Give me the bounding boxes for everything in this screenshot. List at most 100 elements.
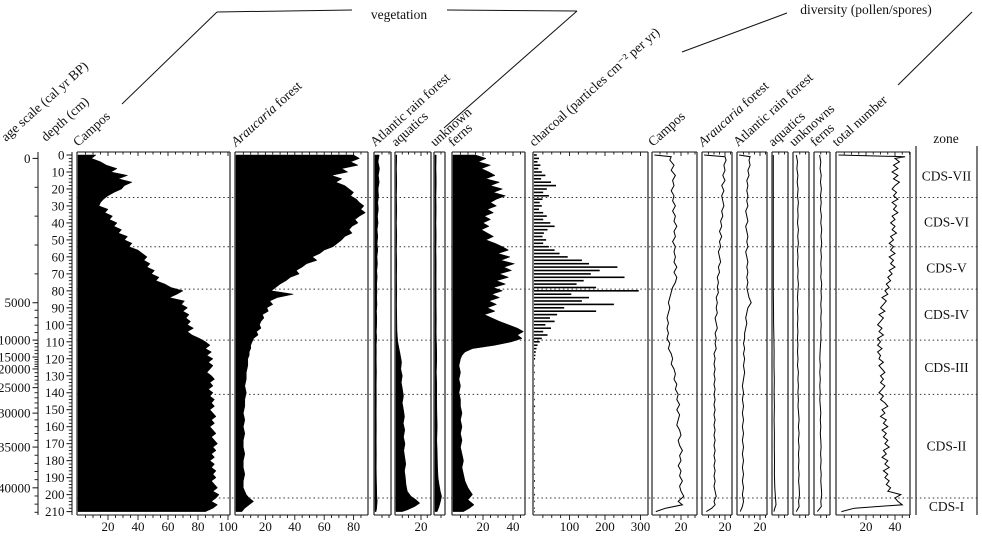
charcoal-bar (534, 252, 560, 255)
panel-tick-label: 20 (719, 519, 732, 534)
charcoal-bar (534, 432, 535, 435)
charcoal-bar (534, 347, 537, 350)
zone-label: CDS-VI (924, 215, 970, 230)
vegetation-group-label: vegetation (371, 7, 427, 22)
depth-tick-label: 190 (45, 470, 65, 485)
depth-tick-label: 50 (52, 232, 65, 247)
charcoal-bar (534, 290, 639, 292)
depth-tick-label: 80 (52, 283, 65, 298)
charcoal-bar (534, 446, 535, 448)
charcoal-bar (534, 198, 543, 200)
charcoal-bar (534, 235, 543, 238)
panel-tick-label: 80 (192, 519, 205, 534)
vegetation-bracket-left-diagonal (121, 11, 218, 105)
charcoal-bar (534, 344, 538, 346)
charcoal-bar (534, 334, 548, 336)
panel-tick-label: 100 (560, 519, 580, 534)
depth-tick-label: 170 (45, 436, 65, 451)
panel-tick-label: 20 (259, 519, 272, 534)
charcoal-bar (534, 266, 618, 268)
panel-tick-label: 40 (132, 519, 145, 534)
depth-tick-label: 70 (52, 266, 65, 281)
depth-tick-label: 180 (45, 453, 65, 468)
zone-label: CDS-V (926, 260, 967, 275)
charcoal-bar (534, 164, 541, 166)
charcoal-bar (534, 276, 625, 279)
panel-charcoal: 100 200 300 charcoal (particles cm⁻² per yr… (526, 24, 662, 534)
diversity-bracket-left-diagonal (681, 12, 788, 53)
charcoal-bar (534, 201, 540, 204)
vegetation-bracket-right-diagonal (443, 10, 578, 129)
charcoal-bar (534, 473, 535, 475)
panel-tick-label: 200 (595, 519, 615, 534)
panel-tick-label: 60 (318, 519, 331, 534)
charcoal-bar (534, 313, 558, 316)
zone-column: zone CDS-VII CDS-VI CDS-V CDS-IV CDS-III CDS-I… (915, 131, 978, 515)
depth-tick-label: 60 (52, 249, 65, 264)
charcoal-bar (534, 500, 535, 503)
charcoal-bar (534, 303, 614, 306)
charcoal-bar (534, 351, 536, 353)
charcoal-bar (534, 510, 535, 513)
charcoal-bar (534, 256, 568, 258)
panel-veg-araucaria: 20 40 60 80 Araucaria forest (227, 78, 369, 534)
panel-tick-label: 100 (218, 519, 238, 534)
charcoal-bar (534, 286, 597, 289)
charcoal-bar (534, 167, 539, 170)
age-tick-label: 30000 (0, 406, 31, 421)
depth-tick-label: 140 (45, 385, 65, 400)
panel-tick-label: 40 (507, 519, 520, 534)
panel-tick-label: 40 (288, 519, 301, 534)
panel-div-total: 20 40 total number (829, 92, 911, 534)
charcoal-bar (534, 307, 565, 309)
veg-campos-silhouette (77, 154, 220, 512)
veg-unknown-silhouette (434, 154, 442, 512)
panel-tick-label: 20 (860, 519, 873, 534)
panel-tick-label: 20 (754, 519, 767, 534)
veg-aquatics-silhouette (395, 154, 421, 512)
depth-tick-label: 40 (52, 215, 65, 230)
age-tick-label: 5000 (5, 295, 31, 310)
charcoal-bar (534, 208, 539, 211)
zone-header: zone (933, 131, 958, 146)
charcoal-bar (534, 259, 582, 262)
panel-tick-label: 20 (675, 519, 688, 534)
depth-tick-label: 100 (45, 317, 65, 332)
charcoal-bar (534, 249, 555, 251)
div-unknowns-curve (795, 154, 801, 512)
charcoal-bar (534, 364, 535, 367)
charcoal-bar (534, 507, 535, 509)
age-tick-label: 0 (24, 151, 31, 166)
charcoal-bar (534, 398, 535, 401)
panel-tick-label: 20 (102, 519, 115, 534)
charcoal-bar (534, 211, 544, 214)
charcoal-bar (534, 174, 546, 177)
charcoal-bar (534, 283, 577, 285)
diversity-group-label: diversity (pollen/spores) (800, 2, 932, 17)
div-araucaria-curve (704, 154, 727, 513)
veg-araucaria-silhouette (235, 154, 366, 512)
div-total-curve (838, 154, 906, 513)
charcoal-bar (534, 453, 535, 455)
charcoal-bar (534, 300, 582, 302)
charcoal-bar (534, 239, 547, 241)
zone-label: CDS-I (929, 499, 965, 514)
charcoal-bar (534, 330, 544, 333)
zone-label: CDS-IV (924, 307, 969, 322)
div-ferns-curve (816, 154, 823, 512)
charcoal-bar (534, 191, 544, 194)
charcoal-bar (534, 320, 555, 323)
charcoal-bar (534, 171, 542, 173)
depth-tick-label: 150 (45, 402, 65, 417)
age-tick-label: 15000 (0, 350, 31, 365)
charcoal-bar (534, 188, 547, 190)
charcoal-bar (534, 242, 544, 245)
charcoal-bar (534, 296, 589, 299)
depth-tick-label: 10 (52, 164, 65, 179)
depth-tick-label: 160 (45, 419, 65, 434)
charcoal-bar (534, 459, 535, 462)
